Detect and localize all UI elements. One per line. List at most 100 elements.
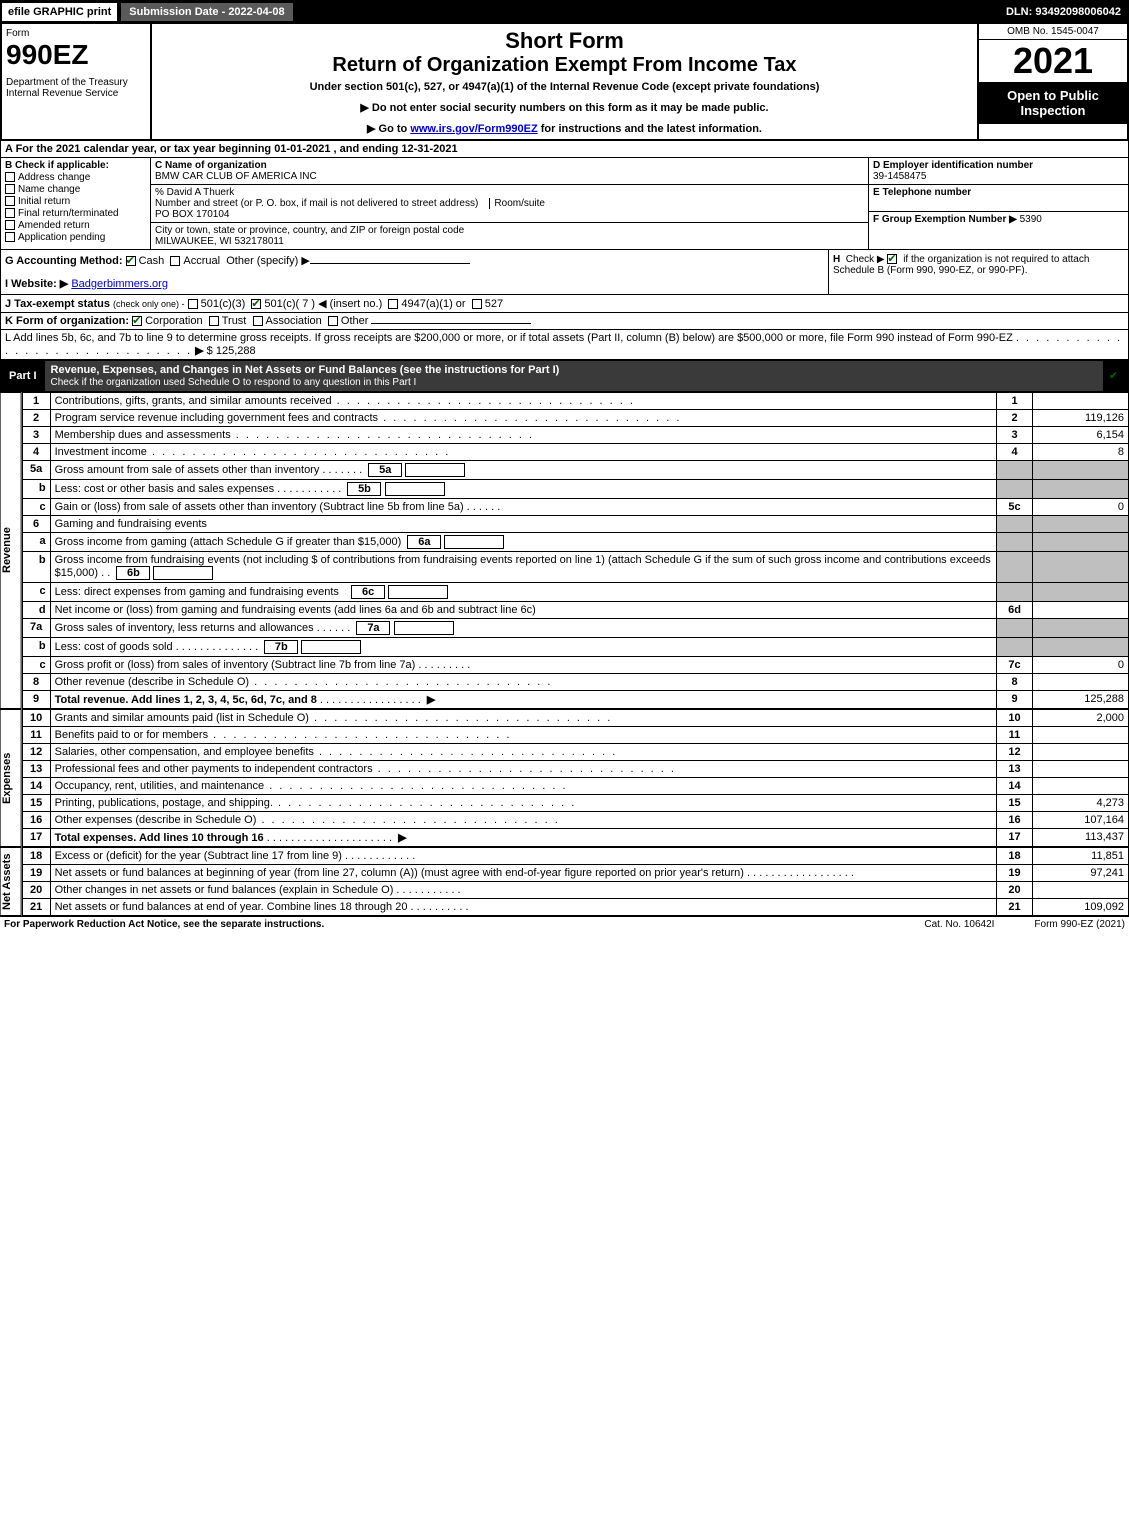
ein-value: 39-1458475 [873, 171, 926, 182]
chk-initial-return[interactable]: Initial return [5, 196, 146, 207]
chk-application-pending[interactable]: Application pending [5, 232, 146, 243]
line-14: 14Occupancy, rent, utilities, and mainte… [22, 778, 1128, 795]
chk-amended-return[interactable]: Amended return [5, 220, 146, 231]
line-13: 13Professional fees and other payments t… [22, 761, 1128, 778]
line-6a: aGross income from gaming (attach Schedu… [22, 533, 1128, 552]
row-k-org-form: K Form of organization: Corporation Trus… [0, 313, 1129, 330]
expenses-vlabel: Expenses [0, 709, 22, 847]
col-b-header: B Check if applicable: [5, 160, 146, 171]
group-exemption-value: 5390 [1020, 214, 1042, 225]
chk-other-org[interactable] [328, 316, 338, 326]
row-j-tax-exempt: J Tax-exempt status (check only one) - 5… [0, 295, 1129, 313]
l-amount: $ 125,288 [207, 345, 256, 357]
street-address: PO BOX 170104 [155, 209, 230, 220]
chk-final-return[interactable]: Final return/terminated [5, 208, 146, 219]
part-1-header: Part I Revenue, Expenses, and Changes in… [0, 360, 1129, 392]
group-exemption-label: F Group Exemption Number [873, 214, 1006, 225]
part-1-tag: Part I [1, 367, 45, 385]
part-1-schedule-o-check[interactable] [1103, 370, 1128, 382]
line-7a: 7aGross sales of inventory, less returns… [22, 619, 1128, 638]
main-title: Return of Organization Exempt From Incom… [156, 54, 973, 77]
chk-527[interactable] [472, 299, 482, 309]
chk-other-org-label: Other [341, 315, 369, 327]
street-label: Number and street (or P. O. box, if mail… [155, 198, 478, 209]
line-2: 2Program service revenue including gover… [22, 410, 1128, 427]
chk-address-change[interactable]: Address change [5, 172, 146, 183]
city-label: City or town, state or province, country… [155, 225, 464, 236]
line-1: 1Contributions, gifts, grants, and simil… [22, 393, 1128, 410]
col-def: D Employer identification number 39-1458… [868, 158, 1128, 249]
line-6c: cLess: direct expenses from gaming and f… [22, 583, 1128, 602]
website-link[interactable]: Badgerbimmers.org [71, 278, 168, 290]
subtitle: Under section 501(c), 527, or 4947(a)(1)… [156, 81, 973, 93]
col-c-org-info: C Name of organization BMW CAR CLUB OF A… [151, 158, 868, 249]
care-of: % David A Thuerk [155, 187, 234, 198]
line-5b: bLess: cost or other basis and sales exp… [22, 480, 1128, 499]
col-b-checkboxes: B Check if applicable: Address change Na… [1, 158, 151, 249]
header-left: Form 990EZ Department of the Treasury In… [2, 24, 152, 139]
chk-cash[interactable] [126, 256, 136, 266]
chk-4947-label: 4947(a)(1) or [401, 298, 465, 310]
line-4: 4Investment income48 [22, 444, 1128, 461]
chk-association[interactable] [253, 316, 263, 326]
j-note: (check only one) - [113, 299, 185, 309]
line-18: 18Excess or (deficit) for the year (Subt… [22, 848, 1128, 865]
revenue-vlabel: Revenue [0, 392, 22, 709]
catalog-number: Cat. No. 10642I [924, 919, 994, 930]
chk-527-label: 527 [485, 298, 503, 310]
chk-501c3-label: 501(c)(3) [201, 298, 246, 310]
note-ssn: ▶ Do not enter social security numbers o… [156, 101, 973, 114]
part-1-title-text: Revenue, Expenses, and Changes in Net As… [51, 364, 560, 376]
line-6: 6Gaming and fundraising events [22, 516, 1128, 533]
short-form-title: Short Form [156, 28, 973, 54]
line-19: 19Net assets or fund balances at beginni… [22, 865, 1128, 882]
chk-association-label: Association [266, 315, 322, 327]
line-9: 9Total revenue. Add lines 1, 2, 3, 4, 5c… [22, 691, 1128, 709]
chk-schedule-b[interactable] [887, 254, 897, 264]
net-assets-vlabel: Net Assets [0, 847, 22, 916]
form-word: Form [6, 28, 146, 39]
l-text: L Add lines 5b, 6c, and 7b to line 9 to … [5, 332, 1013, 344]
org-name: BMW CAR CLUB OF AMERICA INC [155, 171, 317, 182]
phone-label: E Telephone number [873, 187, 971, 198]
form-number: 990EZ [6, 39, 146, 71]
other-org-input[interactable] [371, 323, 531, 324]
chk-application-pending-label: Application pending [18, 232, 105, 243]
line-6d: dNet income or (loss) from gaming and fu… [22, 602, 1128, 619]
expenses-section: Expenses 10Grants and similar amounts pa… [0, 709, 1129, 847]
website-label: I Website: ▶ [5, 278, 68, 290]
chk-name-change[interactable]: Name change [5, 184, 146, 195]
chk-corporation[interactable] [132, 316, 142, 326]
room-label: Room/suite [489, 198, 545, 209]
chk-address-change-label: Address change [18, 172, 90, 183]
chk-initial-return-label: Initial return [18, 196, 70, 207]
row-a-tax-year: A For the 2021 calendar year, or tax yea… [0, 141, 1129, 158]
irs-link[interactable]: www.irs.gov/Form990EZ [410, 123, 537, 135]
j-label: J Tax-exempt status [5, 298, 110, 310]
chk-final-return-label: Final return/terminated [18, 208, 119, 219]
line-20: 20Other changes in net assets or fund ba… [22, 882, 1128, 899]
inspection-badge: Open to Public Inspection [979, 82, 1127, 124]
header-right: OMB No. 1545-0047 2021 Open to Public In… [977, 24, 1127, 139]
line-5a: 5aGross amount from sale of assets other… [22, 461, 1128, 480]
efile-label[interactable]: efile GRAPHIC print [0, 1, 119, 23]
line-10: 10Grants and similar amounts paid (list … [22, 710, 1128, 727]
form-header: Form 990EZ Department of the Treasury In… [0, 24, 1129, 141]
chk-trust[interactable] [209, 316, 219, 326]
k-label: K Form of organization: [5, 315, 129, 327]
revenue-table: 1Contributions, gifts, grants, and simil… [22, 392, 1129, 709]
chk-501c3[interactable] [188, 299, 198, 309]
line-8: 8Other revenue (describe in Schedule O)8 [22, 674, 1128, 691]
chk-trust-label: Trust [222, 315, 247, 327]
chk-4947[interactable] [388, 299, 398, 309]
net-assets-section: Net Assets 18Excess or (deficit) for the… [0, 847, 1129, 916]
chk-accrual[interactable] [170, 256, 180, 266]
top-bar: efile GRAPHIC print Submission Date - 20… [0, 0, 1129, 24]
chk-cash-label: Cash [139, 255, 165, 267]
chk-501c-label: 501(c)( 7 ) ◀ (insert no.) [264, 298, 382, 310]
other-specify-input[interactable] [310, 263, 470, 264]
section-bcdef: B Check if applicable: Address change Na… [0, 158, 1129, 250]
chk-501c[interactable] [251, 299, 261, 309]
expenses-table: 10Grants and similar amounts paid (list … [22, 709, 1129, 847]
org-name-label: C Name of organization [155, 160, 267, 171]
